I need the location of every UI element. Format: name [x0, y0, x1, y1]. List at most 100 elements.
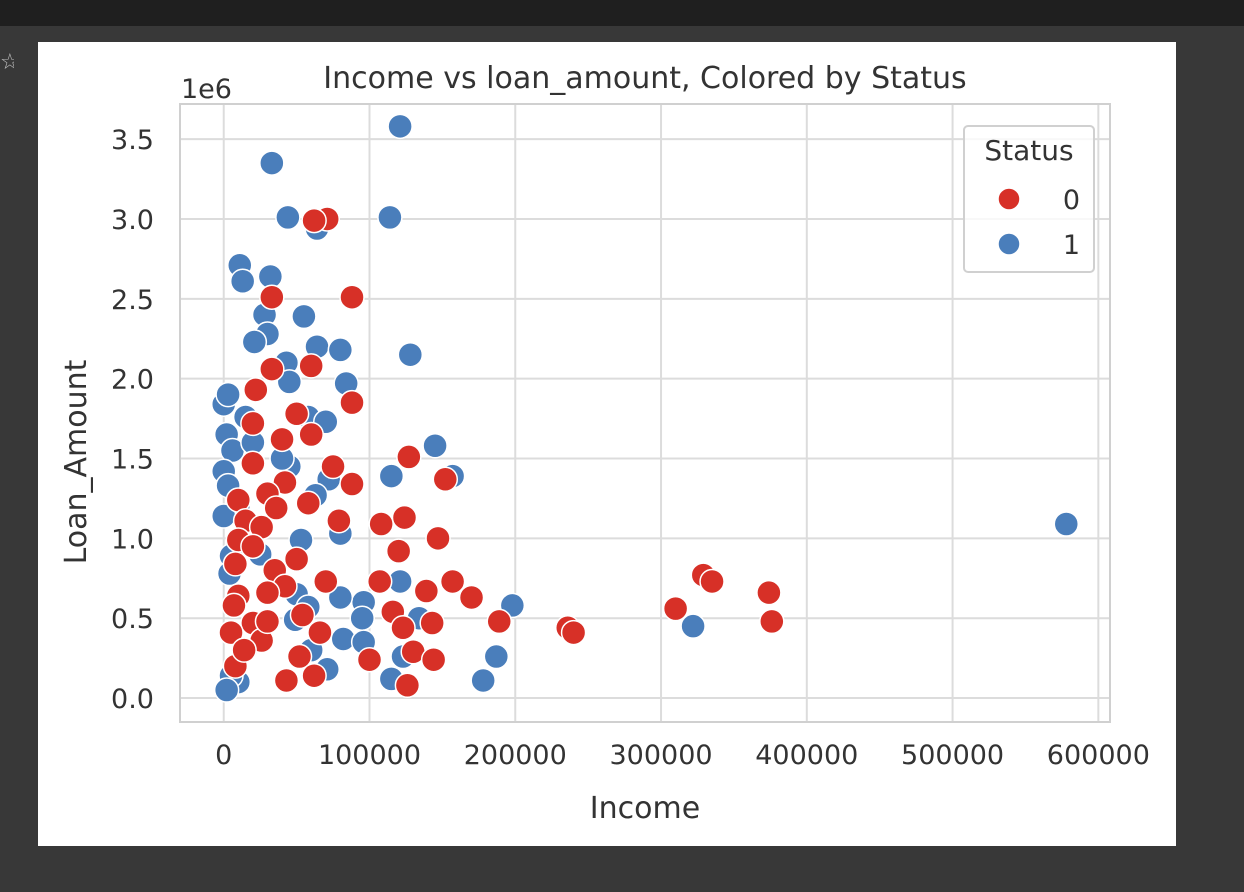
data-point-status-1	[275, 204, 301, 231]
notebook-top-bar	[0, 0, 1244, 26]
data-point-status-0	[420, 646, 447, 673]
data-point-status-0	[243, 377, 269, 403]
data-point-status-0	[307, 619, 333, 646]
x-tick-label: 600000	[1047, 740, 1150, 771]
legend-box	[963, 125, 1095, 273]
y-tick-label: 1.5	[111, 445, 154, 476]
data-point-status-0	[339, 471, 365, 497]
y-tick-label: 1.0	[111, 524, 154, 555]
data-point-status-1	[680, 613, 706, 639]
data-point-status-1	[215, 381, 241, 408]
legend-title: Status	[984, 134, 1073, 167]
data-point-status-1	[470, 667, 496, 694]
x-tick-label: 100000	[318, 740, 421, 771]
data-point-status-0	[699, 568, 725, 595]
data-point-status-1	[241, 329, 268, 355]
data-point-status-0	[263, 495, 289, 521]
data-point-status-0	[286, 643, 313, 670]
data-point-status-0	[356, 646, 383, 673]
data-point-status-0	[254, 579, 281, 606]
data-point-status-0	[439, 568, 466, 595]
x-tick-label: 200000	[464, 740, 567, 771]
data-point-status-1	[327, 584, 354, 611]
y-offset-label: 1e6	[181, 74, 232, 105]
data-point-status-1	[387, 113, 413, 140]
data-point-status-0	[756, 579, 782, 606]
chart-title: Income vs loan_amount, Colored by Status	[323, 61, 966, 96]
data-point-status-1	[291, 303, 317, 330]
data-point-status-0	[240, 450, 266, 477]
data-point-status-1	[349, 605, 375, 631]
data-point-status-1	[422, 432, 448, 459]
legend-label-status-1: 1	[1063, 230, 1080, 261]
data-point-status-1	[276, 369, 303, 395]
y-tick-label: 2.0	[111, 365, 154, 396]
x-axis-label: Income	[590, 791, 700, 826]
scatter-chart: 0 100000 200000 300000 400000 500000 600000 0.0…	[59, 61, 1150, 826]
data-point-status-0	[339, 389, 365, 416]
data-point-status-0	[298, 353, 324, 379]
data-point-status-0	[301, 207, 327, 234]
legend: Status 0 1	[963, 125, 1095, 273]
y-tick-label: 3.0	[111, 205, 154, 236]
data-point-status-0	[425, 525, 451, 552]
data-point-status-0	[240, 410, 266, 437]
data-point-status-0	[222, 551, 249, 577]
x-tick-label: 0	[215, 740, 232, 771]
y-axis-label: Loan_Amount	[59, 359, 94, 564]
y-tick-label: 0.0	[111, 684, 154, 715]
data-point-status-0	[413, 578, 440, 604]
data-point-status-1	[259, 150, 285, 176]
legend-label-status-0: 0	[1063, 185, 1080, 216]
data-point-status-0	[662, 595, 689, 622]
data-point-status-0	[486, 608, 512, 635]
data-point-status-0	[283, 401, 310, 427]
y-tick-label: 2.5	[111, 285, 154, 316]
data-point-status-1	[377, 204, 403, 231]
data-point-status-0	[259, 356, 285, 382]
data-point-status-0	[240, 533, 266, 560]
plot-area-frame	[179, 103, 1111, 723]
y-tick-label: 3.5	[111, 125, 154, 156]
data-point-status-0	[396, 444, 422, 470]
data-point-status-0	[218, 619, 244, 646]
data-point-status-0	[394, 672, 421, 699]
data-point-status-0	[301, 662, 327, 689]
chart-figure: 0 100000 200000 300000 400000 500000 600000 0.0…	[38, 42, 1176, 846]
data-point-status-0	[366, 568, 393, 595]
data-point-status-0	[273, 667, 300, 694]
y-tick-label: 0.5	[111, 604, 154, 635]
data-point-status-0	[221, 592, 247, 619]
x-tick-label: 400000	[755, 740, 858, 771]
data-point-status-1	[229, 268, 256, 295]
legend-marker-status-1	[997, 232, 1021, 256]
data-point-status-1	[1053, 511, 1080, 537]
x-tick-label: 300000	[609, 740, 712, 771]
data-point-status-0	[289, 602, 316, 628]
data-point-status-1	[378, 463, 405, 489]
data-point-status-0	[385, 538, 412, 564]
x-tick-label: 500000	[901, 740, 1004, 771]
data-point-status-0	[326, 508, 352, 534]
data-point-status-0	[432, 466, 459, 493]
data-point-status-0	[295, 490, 322, 516]
data-point-status-0	[458, 584, 485, 611]
data-point-status-0	[283, 546, 310, 572]
tick-labels: 0 100000 200000 300000 400000 500000 600000 0.0…	[111, 125, 1150, 771]
data-point-status-0	[320, 453, 346, 480]
cell-output-icon: ☆	[0, 50, 14, 75]
data-point-status-0	[254, 608, 281, 635]
data-point-status-0	[560, 619, 587, 646]
data-point-status-0	[231, 637, 257, 663]
data-point-status-0	[759, 608, 785, 635]
data-point-status-0	[419, 610, 445, 636]
data-point-status-0	[269, 426, 295, 453]
data-point-status-1	[397, 341, 424, 368]
data-point-status-0	[259, 284, 285, 310]
data-point-status-0	[339, 284, 365, 310]
data-point-status-0	[391, 504, 418, 531]
data-point-status-0	[390, 615, 416, 641]
data-point-status-0	[298, 421, 324, 448]
data-point-status-1	[483, 643, 510, 670]
legend-marker-status-0	[997, 187, 1021, 211]
